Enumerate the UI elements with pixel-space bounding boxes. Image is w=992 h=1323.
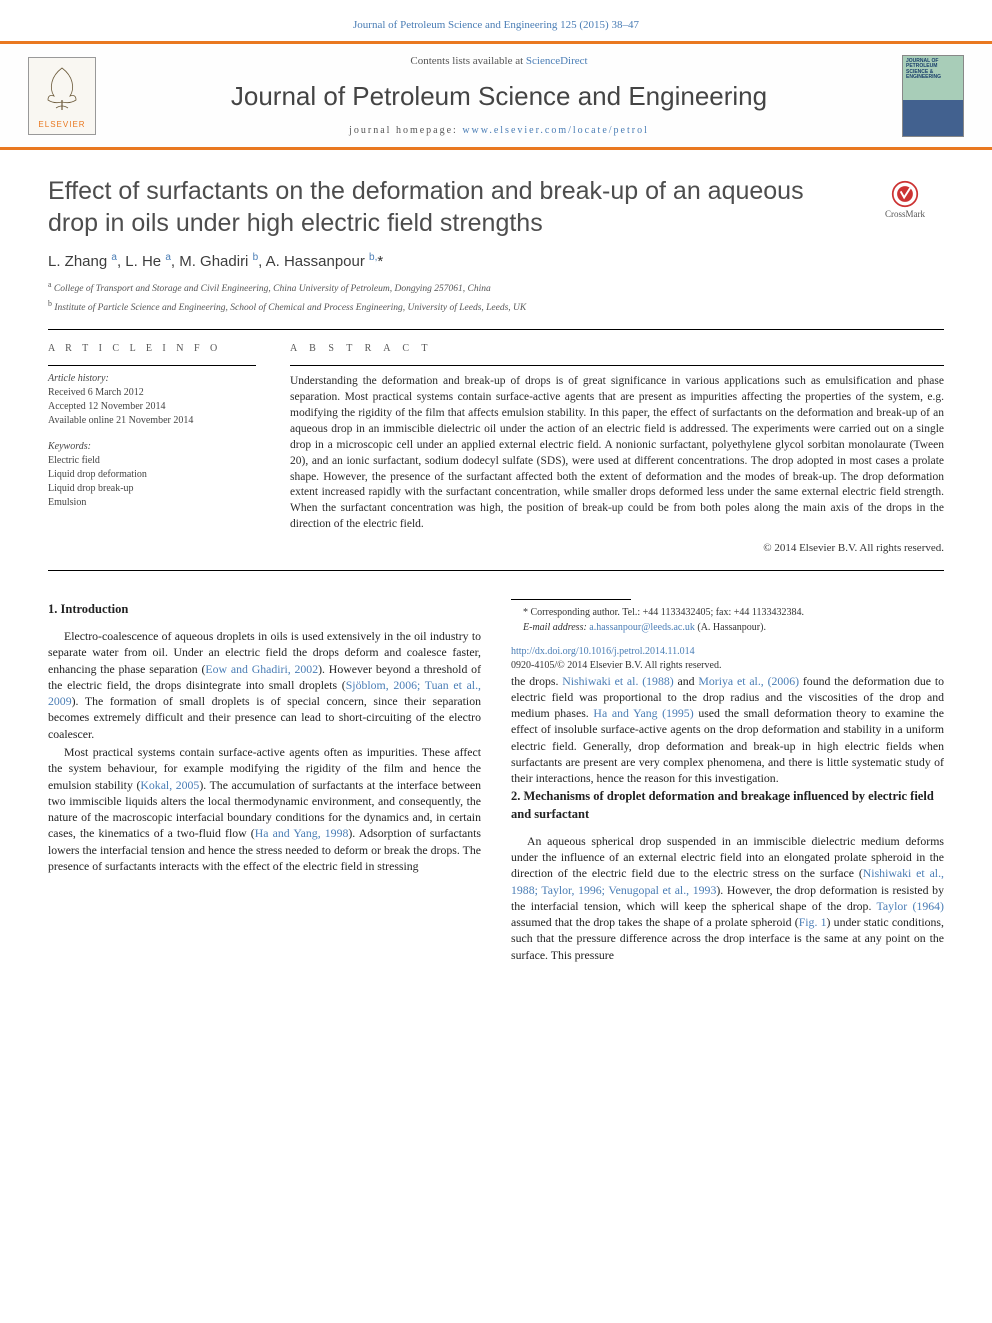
contents-line: Contents lists available at ScienceDirec… bbox=[114, 54, 884, 69]
cite-link[interactable]: Ha and Yang, 1998 bbox=[255, 826, 349, 840]
elsevier-label: ELSEVIER bbox=[38, 120, 85, 134]
affiliation: a College of Transport and Storage and C… bbox=[48, 280, 944, 296]
section-2-head: 2. Mechanisms of droplet deformation and… bbox=[511, 788, 944, 823]
text-run: ). The formation of small droplets is of… bbox=[48, 694, 481, 741]
history-label: Article history: bbox=[48, 372, 256, 386]
corr-fax: +44 1133432384. bbox=[734, 607, 804, 618]
corr-label: * Corresponding author. Tel.: bbox=[523, 607, 643, 618]
section-1-head: 1. Introduction bbox=[48, 601, 481, 618]
keyword: Liquid drop deformation bbox=[48, 468, 256, 482]
doi-block: http://dx.doi.org/10.1016/j.petrol.2014.… bbox=[511, 645, 944, 673]
cite-link[interactable]: Kokal, 2005 bbox=[140, 778, 199, 792]
body-columns: 1. Introduction Electro-coalescence of a… bbox=[48, 599, 944, 963]
s2-para-1: An aqueous spherical drop suspended in a… bbox=[511, 833, 944, 963]
cite-link[interactable]: Nishiwaki et al. (1988) bbox=[562, 674, 673, 688]
keyword: Liquid drop break-up bbox=[48, 482, 256, 496]
doi-link[interactable]: http://dx.doi.org/10.1016/j.petrol.2014.… bbox=[511, 646, 695, 657]
banner-center: Contents lists available at ScienceDirec… bbox=[114, 54, 884, 137]
issn-line: 0920-4105/© 2014 Elsevier B.V. All right… bbox=[511, 659, 944, 673]
divider-top bbox=[48, 329, 944, 330]
email-label: E-mail address: bbox=[523, 622, 589, 633]
abstract-text: Understanding the deformation and break-… bbox=[290, 374, 944, 533]
contents-prefix: Contents lists available at bbox=[410, 55, 525, 67]
elsevier-tree-icon bbox=[41, 64, 83, 112]
crossmark-label: CrossMark bbox=[885, 208, 925, 220]
keywords-label: Keywords: bbox=[48, 440, 256, 454]
keyword: Electric field bbox=[48, 454, 256, 468]
affiliation: b Institute of Particle Science and Engi… bbox=[48, 299, 944, 315]
elsevier-logo: ELSEVIER bbox=[28, 57, 96, 135]
history-online: Available online 21 November 2014 bbox=[48, 414, 256, 428]
fax-label: ; fax: bbox=[710, 607, 733, 618]
keyword: Emulsion bbox=[48, 496, 256, 510]
footnotes: * Corresponding author. Tel.: +44 113343… bbox=[511, 606, 944, 635]
article-history: Article history: Received 6 March 2012 A… bbox=[48, 365, 256, 428]
crossmark-badge[interactable]: CrossMark bbox=[866, 180, 944, 220]
s1-para-2b: the drops. Nishiwaki et al. (1988) and M… bbox=[511, 673, 944, 787]
history-received: Received 6 March 2012 bbox=[48, 386, 256, 400]
cite-link[interactable]: Moriya et al., (2006) bbox=[698, 674, 799, 688]
sciencedirect-link[interactable]: ScienceDirect bbox=[526, 55, 588, 67]
corr-tel: +44 1133432405 bbox=[643, 607, 711, 618]
homepage-prefix: journal homepage: bbox=[349, 125, 462, 136]
cite-link[interactable]: Taylor (1964) bbox=[877, 899, 944, 913]
fig-link[interactable]: Fig. 1 bbox=[799, 915, 827, 929]
s1-para-2a: Most practical systems contain surface-a… bbox=[48, 744, 481, 874]
footnote-separator bbox=[511, 599, 631, 600]
journal-cover-thumb: JOURNAL OF PETROLEUM SCIENCE & ENGINEERI… bbox=[902, 55, 964, 137]
keywords-block: Keywords: Electric fieldLiquid drop defo… bbox=[48, 440, 256, 510]
history-accepted: Accepted 12 November 2014 bbox=[48, 400, 256, 414]
abstract-copyright: © 2014 Elsevier B.V. All rights reserved… bbox=[290, 541, 944, 556]
abstract-head: A B S T R A C T bbox=[290, 342, 944, 356]
journal-ref-link[interactable]: Journal of Petroleum Science and Enginee… bbox=[353, 19, 639, 31]
article-info-head: A R T I C L E I N F O bbox=[48, 342, 256, 356]
journal-name: Journal of Petroleum Science and Enginee… bbox=[114, 79, 884, 114]
authors: L. Zhang a, L. He a, M. Ghadiri b, A. Ha… bbox=[48, 251, 944, 272]
cite-link[interactable]: Ha and Yang (1995) bbox=[593, 706, 693, 720]
journal-reference-top: Journal of Petroleum Science and Enginee… bbox=[0, 0, 992, 41]
crossmark-icon bbox=[891, 180, 919, 208]
abstract-rule bbox=[290, 365, 944, 366]
s1-para-1: Electro-coalescence of aqueous droplets … bbox=[48, 628, 481, 742]
email-link[interactable]: a.hassanpour@leeds.ac.uk bbox=[589, 622, 695, 633]
text-run: the drops. bbox=[511, 674, 562, 688]
divider-bottom bbox=[48, 570, 944, 571]
cite-link[interactable]: Eow and Ghadiri, 2002 bbox=[205, 662, 318, 676]
article-title: Effect of surfactants on the deformation… bbox=[48, 176, 850, 239]
journal-banner: ELSEVIER Contents lists available at Sci… bbox=[0, 41, 992, 150]
text-run: and bbox=[674, 674, 699, 688]
text-run: assumed that the drop takes the shape of… bbox=[511, 915, 799, 929]
homepage-line: journal homepage: www.elsevier.com/locat… bbox=[114, 124, 884, 138]
cover-title: JOURNAL OF PETROLEUM SCIENCE & ENGINEERI… bbox=[906, 59, 960, 81]
homepage-link[interactable]: www.elsevier.com/locate/petrol bbox=[462, 125, 649, 136]
email-who: (A. Hassanpour). bbox=[695, 622, 766, 633]
